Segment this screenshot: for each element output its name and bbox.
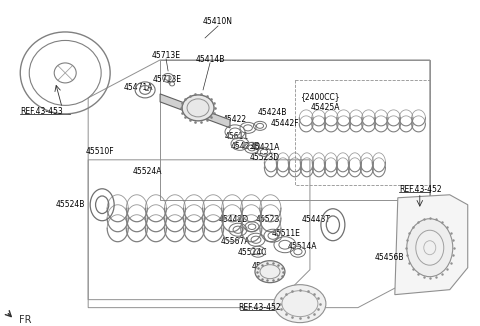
Text: 45524C: 45524C bbox=[237, 248, 267, 257]
Text: 45511E: 45511E bbox=[272, 229, 300, 238]
Text: 45524B: 45524B bbox=[56, 200, 85, 209]
Text: 45514A: 45514A bbox=[287, 242, 317, 251]
Ellipse shape bbox=[407, 219, 453, 277]
Text: 45443T: 45443T bbox=[301, 215, 330, 224]
Text: REF.43-452: REF.43-452 bbox=[239, 303, 281, 312]
Text: 45424B: 45424B bbox=[257, 108, 287, 117]
Text: 45442D: 45442D bbox=[219, 215, 249, 224]
Text: 45425A: 45425A bbox=[310, 103, 340, 112]
Text: 45414B: 45414B bbox=[195, 55, 225, 65]
Text: 45442F: 45442F bbox=[271, 119, 299, 128]
Text: 45523: 45523 bbox=[256, 215, 280, 224]
Text: 45523D: 45523D bbox=[250, 153, 280, 162]
Text: 45421A: 45421A bbox=[250, 143, 280, 152]
Text: 45412: 45412 bbox=[252, 262, 276, 271]
Ellipse shape bbox=[274, 285, 326, 323]
Text: 45510F: 45510F bbox=[86, 147, 114, 156]
Text: 45422: 45422 bbox=[223, 115, 247, 124]
Polygon shape bbox=[160, 94, 230, 128]
Ellipse shape bbox=[416, 230, 444, 265]
Text: 45567A: 45567A bbox=[220, 237, 250, 246]
Text: 45713E: 45713E bbox=[152, 52, 180, 60]
Ellipse shape bbox=[182, 95, 214, 121]
Ellipse shape bbox=[255, 261, 285, 283]
Text: 45611: 45611 bbox=[225, 132, 249, 141]
Text: REF.43-452: REF.43-452 bbox=[399, 185, 442, 194]
Text: 45713E: 45713E bbox=[153, 75, 181, 84]
Polygon shape bbox=[395, 195, 468, 295]
Text: 45471A: 45471A bbox=[123, 83, 153, 92]
Text: 45456B: 45456B bbox=[375, 253, 405, 262]
Text: 45423D: 45423D bbox=[231, 142, 261, 151]
Text: 45524A: 45524A bbox=[132, 167, 162, 176]
Text: FR: FR bbox=[19, 315, 32, 325]
Text: {2400CC}: {2400CC} bbox=[300, 92, 340, 101]
Text: REF.43-453: REF.43-453 bbox=[20, 107, 63, 116]
Text: 45410N: 45410N bbox=[203, 18, 233, 26]
